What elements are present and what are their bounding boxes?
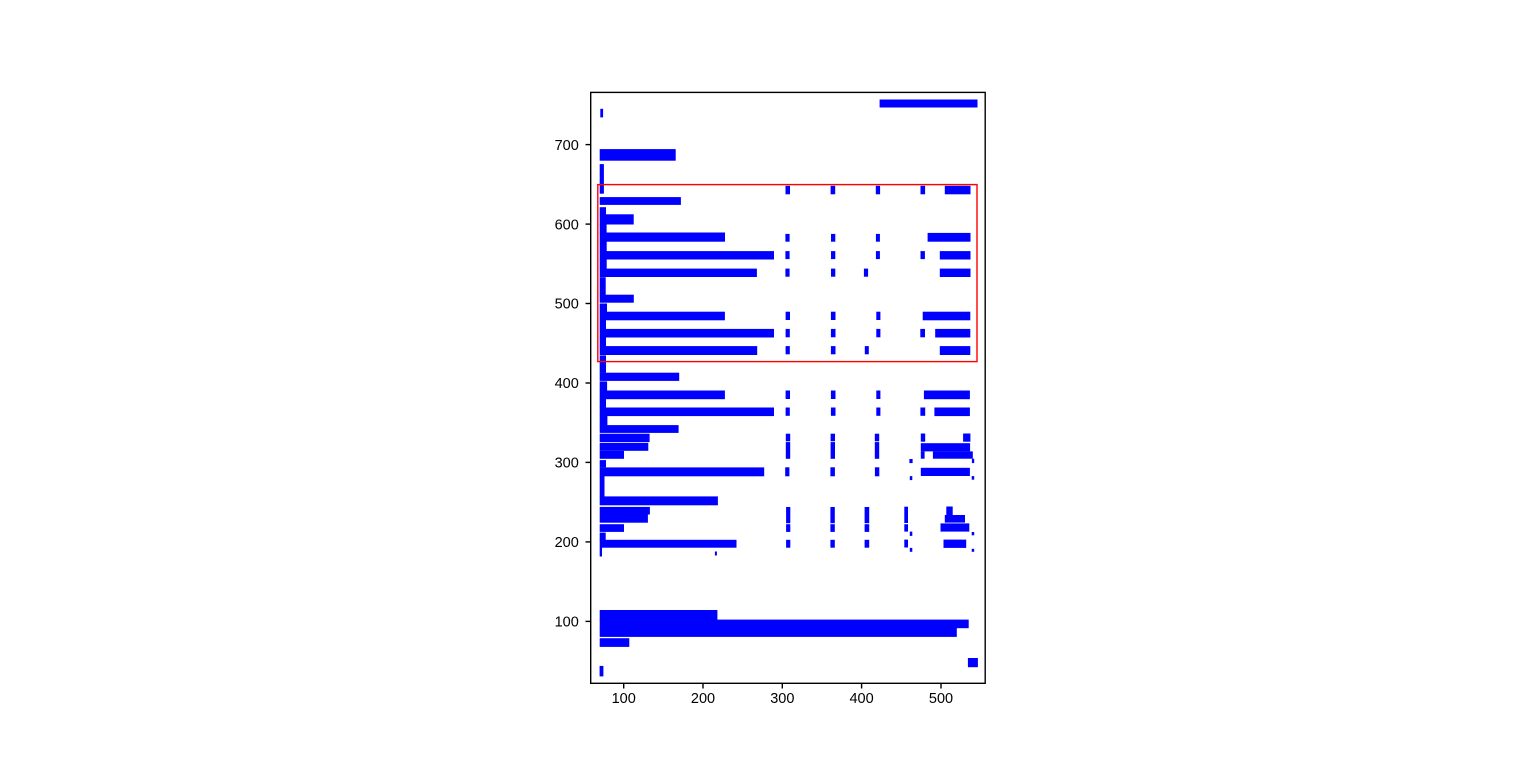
- svg-text:300: 300: [770, 691, 794, 707]
- svg-text:100: 100: [612, 691, 636, 707]
- svg-text:300: 300: [555, 456, 579, 472]
- svg-text:500: 500: [555, 297, 579, 313]
- svg-text:100: 100: [555, 615, 579, 631]
- svg-text:700: 700: [555, 138, 579, 154]
- svg-text:200: 200: [691, 691, 715, 707]
- svg-text:400: 400: [555, 376, 579, 392]
- svg-text:200: 200: [555, 535, 579, 551]
- svg-text:500: 500: [929, 691, 953, 707]
- svg-text:400: 400: [849, 691, 873, 707]
- svg-text:600: 600: [555, 217, 579, 233]
